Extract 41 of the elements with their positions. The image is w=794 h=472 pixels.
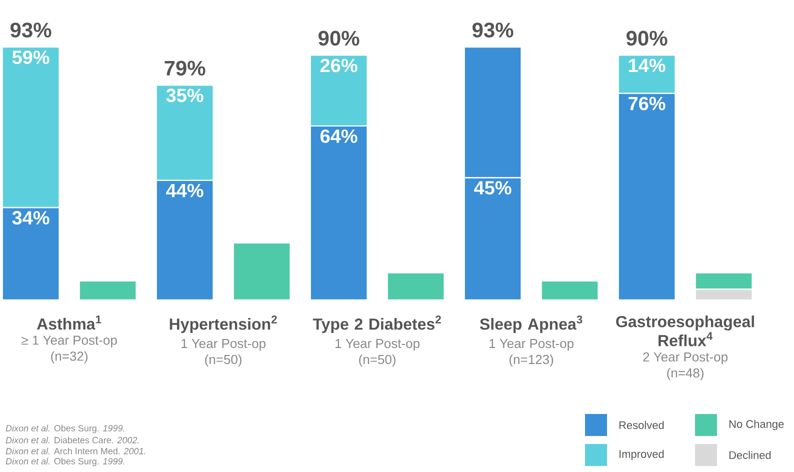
data-label: 26% bbox=[320, 58, 358, 72]
text: Dixon et al. Arch Intern Med. 2001. bbox=[6, 448, 146, 454]
total-label: 90% bbox=[626, 30, 668, 46]
data-label: 44% bbox=[166, 184, 204, 198]
bar bbox=[232, 242, 291, 301]
legend-label: No Change bbox=[729, 420, 784, 430]
text: ≥ 1 Year Post-op bbox=[22, 336, 117, 348]
data-label: 59% bbox=[12, 50, 50, 64]
bar bbox=[386, 272, 445, 301]
data-label: 14% bbox=[628, 58, 666, 72]
text: 2 Year Post-op bbox=[643, 352, 728, 364]
total-label: 90% bbox=[318, 30, 360, 46]
total-label: 93% bbox=[472, 22, 514, 38]
x-tick-label: Hypertension$^{2}$ bbox=[170, 316, 277, 333]
legend-label: Declined bbox=[729, 450, 771, 460]
text: Dixon et al. Obes Surg. 1999. bbox=[6, 458, 124, 466]
text: (n=123) bbox=[510, 354, 554, 367]
text: Dixon et al. Obes Surg. 1999. bbox=[6, 424, 124, 434]
text: 1 Year Post-op bbox=[182, 339, 266, 351]
text: Dixon et al. Diabetes Care. 2002. bbox=[6, 436, 139, 444]
text: (n=50) bbox=[359, 354, 396, 367]
data-label: 45% bbox=[474, 181, 512, 195]
text: (n=50) bbox=[205, 354, 242, 367]
data-label: 76% bbox=[628, 96, 666, 110]
total-label: 93% bbox=[10, 22, 52, 38]
x-tick-label: Type 2 Diabetes$^{2}$ bbox=[312, 316, 441, 333]
x-tick-label: Gastroesophageal Reflux$^{4}$ bbox=[616, 316, 754, 346]
x-tick-label: Asthma$^{1}$ bbox=[36, 316, 102, 330]
legend-label: Resolved bbox=[619, 420, 664, 430]
text: 1 Year Post-op bbox=[336, 339, 420, 351]
text: (n=48) bbox=[667, 368, 704, 380]
text: (n=32) bbox=[51, 351, 88, 364]
text: 1 Year Post-op bbox=[490, 339, 574, 351]
total-label: 79% bbox=[164, 60, 206, 76]
legend-label: Improved bbox=[620, 450, 664, 460]
bar bbox=[78, 280, 137, 301]
data-label: 34% bbox=[12, 211, 50, 225]
x-tick-label: Sleep Apnea$^{3}$ bbox=[480, 316, 582, 333]
data-label: 64% bbox=[320, 129, 358, 143]
bar bbox=[540, 280, 599, 301]
data-label: 35% bbox=[166, 88, 204, 102]
